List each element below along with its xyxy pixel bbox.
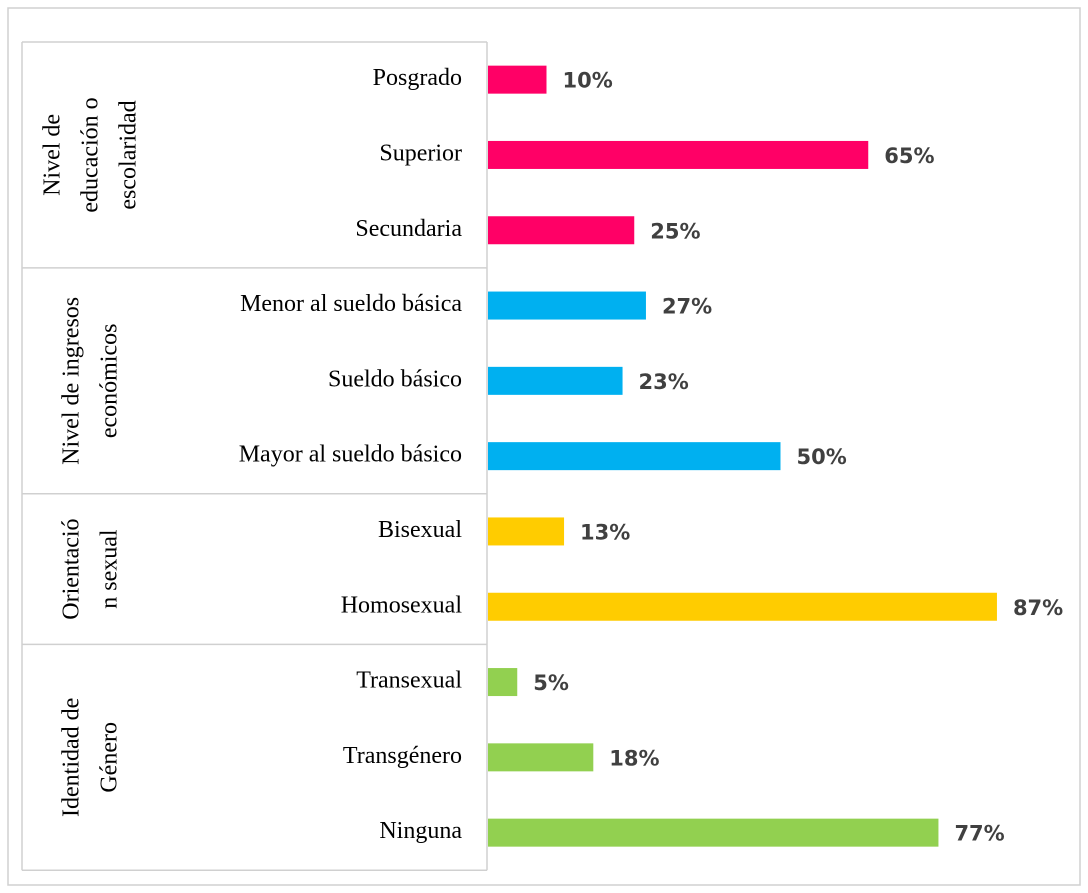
category-label: Superior (379, 140, 462, 166)
category-label: Transgénero (343, 743, 462, 769)
category-label: Homosexual (341, 592, 463, 618)
data-label: 5% (533, 671, 569, 695)
data-label: 65% (884, 144, 934, 168)
category-label: Bisexual (378, 517, 462, 543)
bar (488, 818, 939, 847)
bar (488, 366, 623, 395)
group-label: n sexual (97, 529, 123, 609)
data-label: 77% (954, 822, 1004, 846)
data-label: 25% (650, 219, 700, 243)
group-label: económicos (97, 324, 123, 439)
category-label: Transexual (356, 668, 462, 694)
group-label: escolaridad (116, 100, 142, 209)
data-label: 18% (609, 746, 659, 770)
bar (488, 442, 781, 471)
data-label: 23% (639, 370, 689, 394)
group-label: Nivel de (40, 114, 66, 196)
data-label: 50% (797, 445, 847, 469)
bar (488, 517, 565, 546)
category-label: Secundaria (355, 216, 462, 242)
bar (488, 140, 869, 169)
chart-frame (7, 7, 1081, 886)
category-label: Sueldo básico (328, 366, 462, 392)
category-label: Ninguna (379, 818, 462, 844)
bar (488, 743, 594, 772)
group-label: Identidad de (59, 698, 85, 817)
bar (488, 592, 997, 621)
bar (488, 291, 646, 320)
bar (488, 65, 547, 94)
data-label: 13% (580, 520, 630, 544)
data-label: 87% (1013, 596, 1063, 620)
bar (488, 216, 635, 245)
group-label: educación o (78, 97, 104, 212)
data-label: 27% (662, 295, 712, 319)
group-label: Nivel de ingresos (59, 297, 85, 465)
group-label: Orientació (59, 518, 85, 619)
category-label: Menor al sueldo básica (240, 291, 462, 317)
category-label: Mayor al sueldo básico (239, 442, 462, 468)
group-label: Género (97, 722, 123, 793)
bar (488, 668, 518, 697)
data-label: 10% (563, 69, 613, 93)
category-label: Posgrado (373, 65, 462, 91)
